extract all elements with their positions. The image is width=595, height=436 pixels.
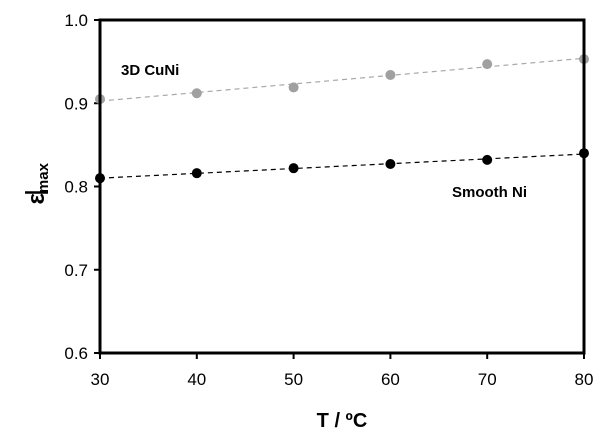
data-point-3d-cuni	[288, 82, 299, 93]
series-label-3d-cuni: 3D CuNi	[121, 62, 179, 79]
y-axis-label: εmax	[23, 162, 52, 204]
y-tick-label: 0.8	[64, 178, 88, 197]
y-axis-label-main: ε	[23, 193, 50, 204]
x-tick-label: 80	[575, 370, 594, 389]
data-point-3d-cuni	[191, 88, 202, 99]
data-point-3d-cuni	[385, 69, 396, 80]
y-tick-label: 0.6	[64, 344, 88, 363]
data-point-smooth-ni	[191, 168, 202, 179]
trendline-smooth-ni	[99, 153, 585, 179]
x-tick-label: 70	[478, 370, 497, 389]
series-label-smooth-ni: Smooth Ni	[452, 184, 527, 201]
x-tick-label: 50	[284, 370, 303, 389]
x-tick-label: 60	[381, 370, 400, 389]
y-axis-label-sub: max	[35, 162, 52, 193]
y-tick-label: 0.7	[64, 261, 88, 280]
data-point-3d-cuni	[482, 59, 493, 70]
x-axis-label: T / ºC	[317, 410, 368, 432]
ticks-layer: 0.6 0.7 0.8 0.9 1.0 30 40 50 60 70 80	[64, 11, 593, 389]
data-point-smooth-ni	[482, 154, 493, 165]
x-tick-label: 40	[187, 370, 206, 389]
data-point-smooth-ni	[288, 163, 299, 174]
y-tick-label: 0.9	[64, 94, 88, 113]
y-tick-label: 1.0	[64, 11, 88, 30]
x-tick-label: 30	[91, 370, 110, 389]
data-point-smooth-ni	[385, 159, 396, 170]
plot-frame	[98, 18, 586, 355]
